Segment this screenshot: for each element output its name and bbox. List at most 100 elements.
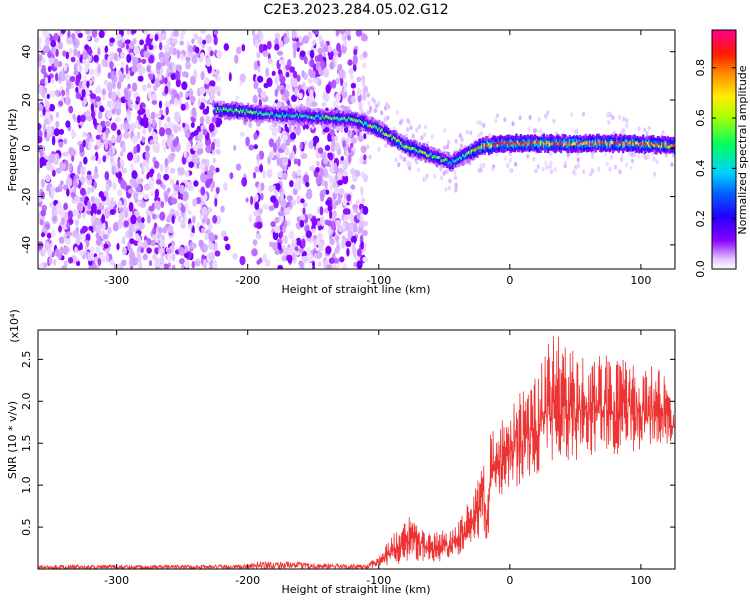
spectrogram-cell <box>349 168 356 175</box>
ridge-cell <box>372 125 375 128</box>
spectrogram-cell <box>324 93 330 102</box>
spectrogram-cell <box>514 161 518 167</box>
spectrogram-cell <box>215 167 220 173</box>
spectrogram-cell <box>127 188 134 194</box>
ridge-cell <box>513 142 517 146</box>
spectrogram-cell <box>274 43 280 51</box>
spectrogram-cell <box>43 118 49 125</box>
spectrogram-cell <box>60 162 67 170</box>
spectrogram-cell <box>38 197 43 203</box>
spectrogram-cell <box>193 32 199 41</box>
spectrogram-cell <box>128 201 134 212</box>
ridge-cell <box>345 118 348 122</box>
ridge-cell <box>214 107 217 111</box>
spectrogram-cell <box>150 190 154 197</box>
spectrogram-cell <box>324 180 328 190</box>
spectrogram-cell <box>104 207 108 215</box>
ridge-cell <box>632 143 635 146</box>
spectrogram-cell <box>82 131 88 137</box>
spectrogram-cell <box>215 187 220 195</box>
spectrogram-cell <box>105 127 111 135</box>
ridge-cell <box>586 141 589 145</box>
spectrogram-cell <box>311 228 316 234</box>
ridge-cell <box>447 157 450 165</box>
spectrogram-cell <box>56 202 62 212</box>
spectrogram-cell <box>118 212 125 221</box>
spectrogram-cell <box>362 51 368 59</box>
spectrogram-cell <box>84 64 89 73</box>
x-tick-label: -300 <box>104 574 129 587</box>
ridge-cell <box>633 142 636 146</box>
spectrogram-cell <box>88 46 92 56</box>
ridge-cell <box>388 134 391 138</box>
spectrogram-cell <box>201 206 208 216</box>
spectrogram-cell <box>310 59 315 68</box>
spectrogram-cell <box>139 117 144 127</box>
spectrogram-cell <box>133 46 140 55</box>
spectrogram-cell <box>51 229 56 239</box>
spectrogram-cell <box>444 186 448 192</box>
spectrogram-cell <box>119 123 125 131</box>
spectrogram-cell <box>194 46 200 54</box>
ridge-cell <box>542 141 545 149</box>
spectrogram-cell <box>174 71 181 81</box>
spectrogram-cell <box>146 247 152 254</box>
ridge-cell <box>623 143 626 147</box>
spectrogram-cell <box>209 94 216 100</box>
spectrogram-cell <box>126 53 132 63</box>
spectrogram-cell <box>338 224 343 233</box>
spectrogram-cell <box>167 187 171 193</box>
spectrogram-cell <box>86 80 90 88</box>
spectrogram-cell <box>130 103 134 110</box>
spectrogram-cell <box>202 128 208 136</box>
spectrogram-cell <box>239 73 246 83</box>
spectrogram-cell <box>38 263 44 269</box>
spectrogram-cell <box>351 95 356 104</box>
ridge-cell <box>525 143 528 146</box>
spectrogram-cell <box>107 226 112 234</box>
spectrogram-cell <box>102 222 106 231</box>
spectrogram-cell <box>136 131 141 140</box>
spectrogram-cell <box>83 156 88 165</box>
spectrogram-cell <box>181 263 185 269</box>
spectrogram-cell <box>163 173 170 181</box>
ridge-cell <box>372 124 375 132</box>
spectrogram-cell <box>257 184 262 194</box>
y-tick-label: 2.5 <box>20 351 33 369</box>
ridge-cell <box>583 142 586 146</box>
ridge-cell <box>495 141 498 149</box>
ridge-cell <box>503 140 506 144</box>
spectrogram-cell <box>55 111 60 118</box>
spectrogram-cell <box>197 36 203 45</box>
spectrogram-cell <box>41 64 47 75</box>
ridge-cell <box>551 142 554 145</box>
ridge-cell <box>593 140 596 148</box>
ridge-cell <box>594 141 597 145</box>
ridge-cell <box>619 139 622 147</box>
ridge-cell <box>242 108 246 112</box>
spectrogram-cell <box>236 46 242 55</box>
spectrogram-cell <box>317 53 323 63</box>
spectrogram-cell <box>58 236 65 244</box>
spectrogram-cell <box>272 230 279 241</box>
spectrogram-cell <box>253 210 260 217</box>
spectrogram-cell <box>67 257 74 264</box>
spectrogram-cell <box>50 47 57 54</box>
spectrogram-cell <box>164 158 168 168</box>
ridge-cell <box>515 140 518 148</box>
spectrogram-cell <box>91 75 95 82</box>
spectrogram-cell <box>213 234 218 240</box>
spectrogram-cell <box>116 243 120 251</box>
spectrogram-cell <box>46 126 53 135</box>
ridge-cell <box>584 141 587 148</box>
spectrogram-cell <box>199 214 204 220</box>
spectrogram-cell <box>294 87 298 97</box>
spectrogram-cell <box>97 111 103 120</box>
spectrogram-cell <box>159 211 166 221</box>
spectrogram-x-label: Height of straight line (km) <box>281 283 430 296</box>
spectrogram-cell <box>131 135 138 144</box>
spectrogram-cell <box>194 260 201 267</box>
ridge-cell <box>330 117 333 121</box>
spectrogram-cell <box>553 167 557 173</box>
ridge-cell <box>277 115 280 118</box>
